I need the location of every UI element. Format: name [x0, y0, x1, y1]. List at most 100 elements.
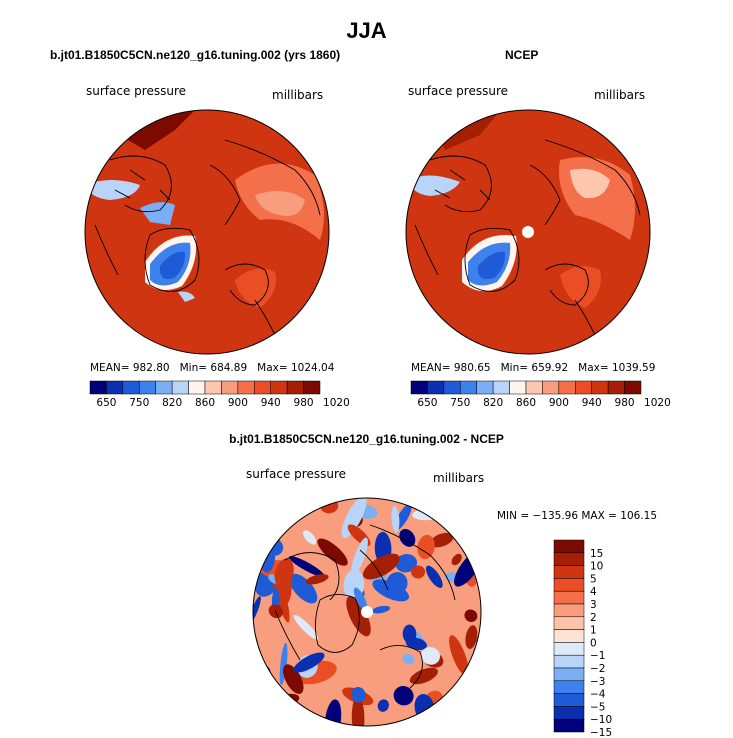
panel3-difference-blob — [451, 553, 462, 566]
panel3-colorbar-swatch — [553, 565, 585, 579]
panel3-difference-blob — [395, 554, 418, 573]
panel3-colorbar-tick-label: 0 — [590, 637, 597, 649]
panel3-difference-blob — [458, 498, 480, 509]
panel2-colorbar-tick-label: 980 — [615, 397, 635, 409]
panel1-colorbar-tick-label: 750 — [129, 397, 149, 409]
panel3-difference-blob — [449, 635, 469, 676]
panel2-stats: MEAN= 980.65 Min= 659.92 Max= 1039.59 — [411, 362, 656, 374]
panel1-colorbar-tick-label: 650 — [96, 397, 116, 409]
panel1-colorbar-tick-label: 820 — [162, 397, 182, 409]
panel3-difference-blob — [289, 556, 325, 578]
panel3-difference-blob — [430, 532, 454, 548]
panel3-difference-blob — [391, 506, 400, 533]
panel2-nw-low-region — [408, 175, 460, 196]
panel3-colorbar-swatch — [553, 616, 585, 630]
panel2-colorbar-swatch — [427, 380, 445, 395]
panel2-colorbar-swatch — [607, 380, 625, 395]
panel3-difference-blob — [377, 699, 389, 712]
panel1-map-border — [84, 109, 330, 355]
panel2-title: NCEP — [505, 48, 539, 62]
panel1-title: b.jt01.B1850C5CN.ne120_g16.tuning.002 (y… — [50, 48, 341, 62]
panel3-colorbar-tick-label: −2 — [590, 663, 605, 675]
panel2-colorbar-swatch — [575, 380, 592, 395]
panel2-colorbar-swatch — [476, 380, 494, 395]
panel3-difference-blob — [346, 596, 371, 637]
panel3-map — [252, 497, 482, 727]
panel3-difference-blob — [303, 530, 317, 545]
panel3-colorbar-swatch — [553, 654, 585, 669]
panel3-colorbar-tick-label: 10 — [590, 561, 603, 573]
panel1-colorbar-swatch — [106, 380, 124, 395]
panel1-siberia-core — [255, 191, 305, 216]
panel3-difference-blob — [262, 698, 284, 719]
panel2-colorbar-tick-label: 820 — [483, 397, 503, 409]
panel3-difference-blob — [293, 614, 319, 640]
panel2-units-label: millibars — [594, 88, 646, 102]
panel3-difference-blob — [264, 509, 283, 521]
panel1-colorbar-tick-label: 940 — [261, 397, 281, 409]
panel1-colorbar-swatch — [89, 380, 107, 395]
panel3-difference-blob — [442, 701, 467, 725]
panel3-difference-blob — [417, 534, 435, 560]
panel2-colorbar-swatch — [460, 380, 477, 395]
panel1-colorbar-swatch — [221, 380, 239, 395]
panel2-coastlines — [414, 139, 641, 336]
panel2-colorbar: 650 750 820 860 900 940 980 1020 — [410, 380, 671, 409]
panel3-colorbar-swatch — [553, 603, 585, 618]
panel2-greenland-core — [478, 251, 506, 280]
panel3-difference-blob — [351, 686, 366, 703]
panel1-map-background — [85, 110, 329, 354]
panel2-pole-missing-data — [522, 226, 534, 238]
panel3-map-border — [252, 497, 482, 727]
panel3-colorbar-swatch — [553, 693, 585, 707]
panel2-colorbar-swatch — [492, 380, 510, 395]
panel2-europe-region — [560, 266, 601, 308]
panel3-difference-blob — [353, 587, 368, 611]
panel3-colorbar-tick-label: 5 — [590, 573, 597, 585]
panel2-colorbar-tick-label: 650 — [417, 397, 437, 409]
panel3-colorbar-tick-label: 3 — [590, 599, 597, 611]
panel3-difference-blob — [253, 707, 269, 726]
panel3-colorbar-tick-label: −3 — [590, 676, 605, 688]
panel1-units-label: millibars — [272, 88, 324, 102]
panel3-colorbar-swatch — [553, 642, 585, 656]
panel2-colorbar-tick-label: 860 — [516, 397, 536, 409]
panel2-colorbar-swatch — [542, 380, 560, 395]
panel1-colorbar: 650 750 820 860 900 940 980 1020 — [89, 380, 350, 409]
panel3-difference-blob — [289, 573, 318, 604]
panel1-coastlines — [94, 139, 321, 336]
panel3-difference-blob — [317, 538, 348, 566]
panel3-variable-label: surface pressure — [246, 467, 346, 481]
panel3-colorbar-swatch — [553, 667, 585, 682]
panel3-stats: MIN = −135.96 MAX = 106.15 — [497, 510, 658, 522]
panel3-colorbar-tick-label: 1 — [590, 625, 597, 637]
panel3-difference-blob — [362, 553, 400, 580]
panel3-colorbar-swatch — [553, 629, 585, 643]
panel1-stats: MEAN= 982.80 Min= 684.89 Max= 1024.04 — [90, 362, 335, 374]
panel1-colorbar-swatch — [122, 380, 140, 395]
panel1-map — [84, 109, 330, 355]
panel3-colorbar-tick-label: −10 — [590, 714, 612, 726]
panel3-difference-blob — [464, 609, 478, 622]
panel3-colorbar-tick-label: −5 — [590, 701, 605, 713]
panel3-difference-blob — [324, 699, 342, 726]
panel3-title: b.jt01.B1850C5CN.ne120_g16.tuning.002 - … — [229, 432, 504, 446]
panel3-difference-blob — [293, 652, 325, 673]
panel2-colorbar-swatch — [558, 380, 576, 395]
figure-title: JJA — [346, 18, 387, 43]
panel3-difference-blob — [351, 695, 365, 726]
panel3-difference-blob — [274, 558, 294, 589]
panel3-difference-blob — [402, 653, 415, 665]
panel1-colorbar-tick-label: 860 — [195, 397, 215, 409]
panel3-difference-blob — [351, 537, 368, 576]
panel3-difference-blob — [412, 509, 439, 521]
panel3-colorbar-swatch — [553, 718, 585, 733]
panel1-colorbar-swatch — [188, 380, 206, 395]
panel3-pole-missing-data — [361, 606, 373, 618]
panel3-colorbar-tick-label: 2 — [590, 612, 597, 624]
panel3-colorbar-swatch — [553, 590, 585, 605]
panel1-colorbar-tick-label: 900 — [228, 397, 248, 409]
panel1-colorbar-tick-label: 1020 — [323, 397, 350, 409]
